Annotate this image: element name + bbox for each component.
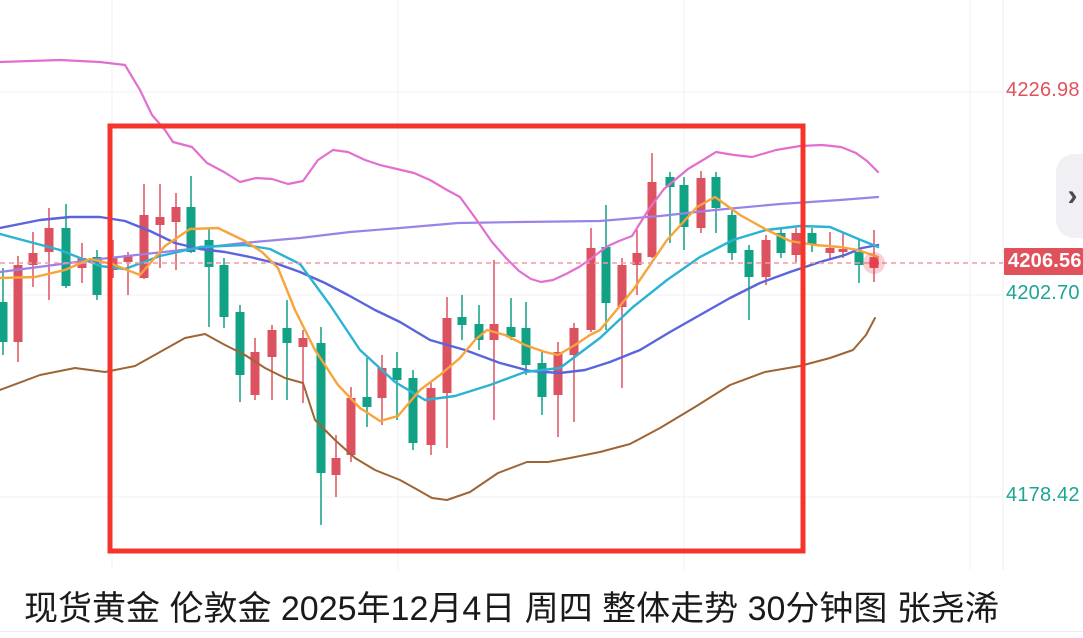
candles-layer [0,153,879,525]
axis-panel-toggle-button[interactable]: › [1056,154,1083,238]
ma-mid-blue-line [0,215,880,375]
chevron-right-icon: › [1067,179,1078,212]
ma-fast-orange-line [0,195,880,423]
price-label-mid: 4202.70 [1006,282,1080,304]
chart-caption: 现货黄金 伦敦金 2025年12月4日 周四 整体走势 30分钟图 张尧浠 [24,590,999,628]
ma-fast-cyan-line [0,224,880,402]
price-label-lower: 4178.42 [1006,484,1080,506]
annotation-box [107,123,806,554]
lower-band-brown-line [0,317,876,501]
live-price-marker [869,258,879,268]
current-price-label: 4206.56 [1004,248,1083,275]
bottom-divider [0,631,1083,632]
upper-band-magenta-line [0,58,880,284]
price-label-upper: 4226.98 [1006,79,1080,101]
grid-layer [0,0,1004,570]
chart-canvas[interactable] [0,0,1083,570]
